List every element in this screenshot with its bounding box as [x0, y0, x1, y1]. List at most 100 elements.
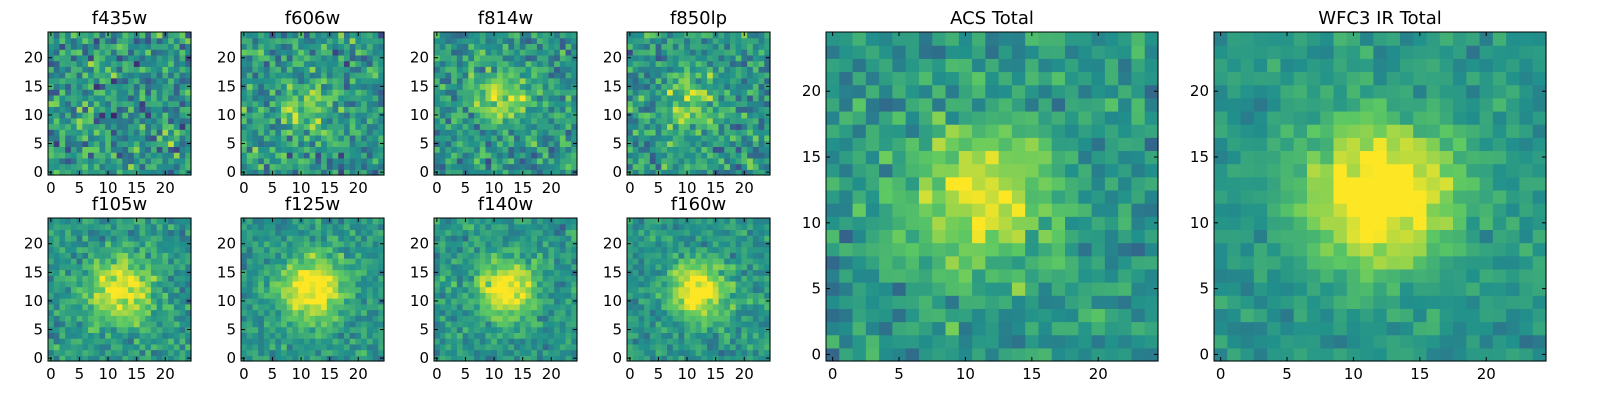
heatmap-cell — [632, 298, 640, 305]
heatmap-cell — [168, 72, 175, 79]
heatmap-cell — [695, 32, 702, 39]
heatmap-cell — [764, 89, 771, 96]
heatmap-cell — [718, 320, 725, 328]
heatmap-cell — [689, 349, 697, 356]
heatmap-cell — [378, 275, 385, 282]
heatmap-cell — [485, 152, 492, 159]
heatmap-cell — [474, 218, 481, 225]
heatmap-cell — [343, 163, 351, 170]
x-tick-label: 10 — [485, 365, 504, 383]
heatmap-cell — [168, 134, 175, 142]
heatmap-cell — [185, 157, 192, 165]
heatmap-cell — [122, 280, 129, 288]
heatmap-cell — [479, 32, 487, 39]
heatmap-cell — [439, 169, 447, 176]
heatmap-cell — [439, 269, 447, 276]
heatmap-cell — [326, 157, 334, 165]
heatmap-cell — [168, 49, 175, 56]
heatmap-cell — [168, 112, 175, 119]
heatmap-cell — [718, 72, 725, 79]
heatmap-cell — [747, 134, 754, 142]
heatmap-cell — [263, 240, 271, 248]
heatmap-cell — [88, 112, 95, 119]
heatmap-cell — [303, 343, 311, 351]
heatmap-cell — [128, 355, 135, 362]
heatmap-cell — [275, 263, 282, 271]
heatmap-cell — [292, 66, 299, 73]
heatmap-cell — [99, 252, 106, 259]
heatmap-cell — [252, 117, 259, 125]
heatmap-cell — [456, 83, 464, 90]
heatmap-cell — [241, 246, 248, 253]
heatmap-cell — [542, 49, 549, 56]
heatmap-cell — [116, 129, 123, 136]
heatmap-cell — [105, 163, 112, 170]
heatmap-cell — [684, 275, 691, 282]
heatmap-cell — [303, 223, 311, 231]
heatmap-cell — [281, 112, 288, 119]
heatmap-cell — [451, 83, 458, 90]
heatmap-cell — [366, 32, 374, 39]
heatmap-cell — [627, 286, 634, 293]
heatmap-cell — [451, 320, 458, 328]
heatmap-cell — [672, 32, 680, 39]
heatmap-cell — [758, 49, 765, 56]
heatmap-cell — [661, 72, 668, 79]
heatmap-cell — [355, 89, 362, 96]
heatmap-cell — [292, 100, 299, 107]
heatmap-cell — [59, 43, 66, 50]
heatmap-cell — [439, 163, 447, 170]
heatmap-cell — [139, 163, 146, 170]
heatmap-cell — [275, 72, 282, 79]
heatmap-cell — [65, 49, 72, 56]
heatmap-cell — [439, 60, 447, 67]
heatmap-cell — [514, 240, 521, 248]
heatmap-cell — [451, 223, 458, 231]
heatmap-cell — [286, 77, 294, 85]
heatmap-cell — [338, 117, 345, 125]
heatmap-cell — [502, 240, 509, 248]
heatmap-cell — [48, 77, 55, 85]
heatmap-cell — [162, 129, 169, 136]
heatmap-cell — [53, 275, 61, 282]
heatmap-cell — [343, 349, 351, 356]
heatmap-cell — [712, 292, 720, 299]
heatmap-cell — [269, 292, 276, 299]
heatmap-cell — [286, 112, 294, 119]
heatmap-cell — [338, 66, 345, 73]
heatmap-cell — [474, 286, 481, 293]
heatmap-cell — [179, 332, 186, 339]
heatmap-cell — [332, 54, 339, 62]
heatmap-cell — [678, 163, 685, 170]
heatmap-cell — [502, 269, 509, 276]
heatmap-cell — [168, 54, 175, 62]
heatmap-cell — [309, 223, 316, 231]
heatmap-cell — [48, 235, 55, 242]
heatmap-cell — [678, 140, 685, 147]
heatmap-cell — [93, 349, 101, 356]
heatmap-cell — [655, 157, 662, 165]
heatmap-cell — [150, 280, 158, 288]
heatmap-cell — [281, 66, 288, 73]
heatmap-cell — [298, 134, 305, 142]
heatmap-cell — [649, 49, 657, 56]
heatmap-cell — [462, 275, 469, 282]
heatmap-cell — [122, 315, 129, 322]
heatmap-cell — [434, 100, 441, 107]
heatmap-cell — [338, 54, 345, 62]
heatmap-cell — [741, 292, 748, 299]
heatmap-cell — [326, 303, 334, 311]
heatmap-cell — [361, 152, 368, 159]
heatmap-cell — [678, 303, 685, 311]
heatmap-cell — [332, 229, 339, 236]
heatmap-cell — [434, 275, 441, 282]
heatmap-cell — [53, 218, 61, 225]
heatmap-cell — [724, 280, 731, 288]
heatmap-cell — [122, 146, 129, 153]
heatmap-cell — [554, 349, 561, 356]
heatmap-cell — [445, 49, 452, 56]
heatmap-cell — [65, 163, 72, 170]
heatmap-cell — [298, 94, 305, 102]
heatmap-cell — [275, 292, 282, 299]
heatmap-cell — [764, 332, 771, 339]
